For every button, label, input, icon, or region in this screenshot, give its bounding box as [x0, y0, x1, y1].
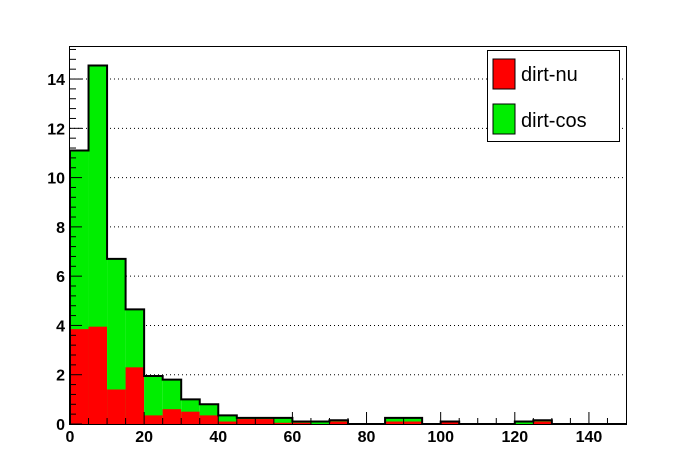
y-tick-label-7: 14: [47, 72, 65, 89]
bar-dirt-cos-4: [144, 375, 163, 424]
gridlines: [70, 78, 626, 376]
x-tick-label-0: 0: [66, 429, 75, 446]
legend: dirt-nu dirt-cos: [487, 50, 620, 142]
axes: 0 20 40 60 80 100 120 140 0 2 4 6 8 10 12 14: [47, 48, 608, 446]
bar-dirt-cos-11: [273, 417, 293, 424]
bar-dirt-nu-12: [292, 422, 311, 424]
bar-dirt-nu-10: [255, 419, 274, 424]
bar-dirt-nu-18: [403, 421, 423, 424]
bar-dirt-cos-2: [107, 258, 126, 424]
bar-dirt-nu-14: [329, 421, 348, 424]
bar-dirt-cos-18: [403, 417, 423, 424]
x-tick-label-4: 80: [358, 429, 376, 446]
y-tick-label-2: 4: [56, 318, 65, 335]
x-tick-label-2: 40: [209, 429, 227, 446]
bar-dirt-cos-24: [514, 421, 534, 424]
y-tick-label-0: 0: [56, 417, 65, 434]
bar-dirt-nu-17: [385, 421, 404, 424]
bar-dirt-nu-11: [273, 422, 293, 424]
bar-dirt-nu-6: [181, 411, 200, 424]
x-tick-label-7: 140: [576, 429, 603, 446]
x-tick-label-5: 100: [427, 429, 454, 446]
bar-dirt-nu-4: [144, 415, 163, 424]
bar-dirt-nu-2: [107, 389, 126, 424]
y-tick-label-3: 6: [56, 269, 65, 286]
y-tick-label-4: 8: [56, 220, 65, 237]
x-tick-label-1: 20: [135, 429, 153, 446]
x-tick-label-3: 60: [284, 429, 302, 446]
bar-dirt-nu-3: [125, 367, 145, 424]
bar-dirt-nu-9: [236, 419, 256, 424]
bars: [70, 65, 552, 425]
legend-swatch-dirt-nu: [492, 58, 516, 90]
bar-dirt-cos-17: [385, 417, 404, 424]
y-tick-label-1: 2: [56, 368, 65, 385]
y-tick-label-6: 12: [47, 121, 65, 138]
plot-frame: [69, 46, 627, 425]
bar-dirt-nu-25: [533, 421, 552, 424]
bar-dirt-nu-5: [162, 409, 182, 424]
bar-dirt-nu-20: [440, 421, 460, 424]
bar-dirt-nu-1: [88, 326, 108, 424]
y-tick-label-5: 10: [47, 171, 65, 188]
bar-dirt-cos-13: [310, 421, 330, 424]
bar-dirt-nu-8: [218, 421, 237, 424]
bar-dirt-nu-0: [70, 329, 89, 424]
legend-swatch-dirt-cos: [492, 103, 516, 135]
legend-label-dirt-nu: dirt-nu: [521, 64, 578, 86]
legend-label-dirt-cos: dirt-cos: [521, 110, 587, 132]
bar-dirt-nu-7: [199, 415, 219, 424]
bar-dirt-cos-8: [218, 415, 237, 424]
x-tick-label-6: 120: [501, 429, 528, 446]
